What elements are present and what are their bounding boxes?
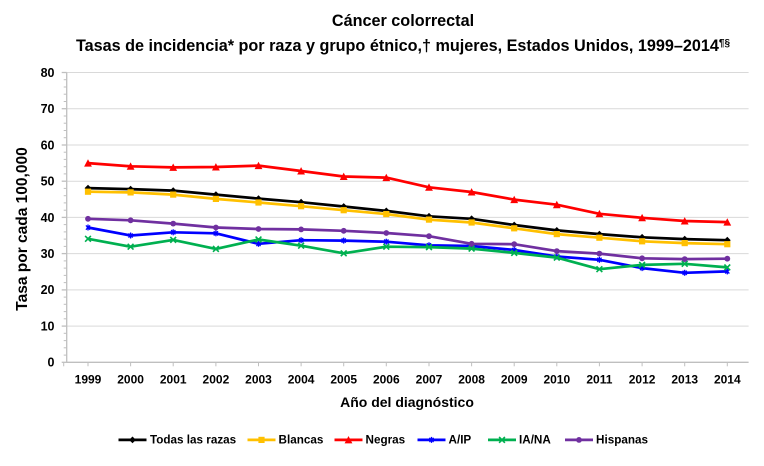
svg-text:1999: 1999 bbox=[75, 373, 102, 387]
svg-text:70: 70 bbox=[41, 102, 55, 116]
svg-text:Cáncer colorrectal: Cáncer colorrectal bbox=[332, 12, 474, 30]
svg-text:2003: 2003 bbox=[245, 373, 272, 387]
svg-text:Negras: Negras bbox=[366, 433, 406, 446]
svg-text:2011: 2011 bbox=[586, 373, 612, 387]
svg-text:Tasas de incidencia* por raza: Tasas de incidencia* por raza y grupo ét… bbox=[76, 37, 731, 55]
svg-text:2002: 2002 bbox=[203, 373, 230, 387]
svg-text:2013: 2013 bbox=[671, 373, 698, 387]
svg-text:2006: 2006 bbox=[373, 373, 400, 387]
svg-text:2000: 2000 bbox=[117, 373, 144, 387]
svg-text:2007: 2007 bbox=[416, 373, 443, 387]
svg-text:Todas las razas: Todas las razas bbox=[150, 433, 237, 446]
svg-text:20: 20 bbox=[41, 283, 55, 297]
svg-text:IA/NA: IA/NA bbox=[519, 433, 551, 446]
svg-text:Año del diagnóstico: Año del diagnóstico bbox=[340, 394, 474, 410]
svg-text:Hispanas: Hispanas bbox=[596, 433, 648, 446]
svg-text:2005: 2005 bbox=[330, 373, 357, 387]
svg-text:2004: 2004 bbox=[288, 373, 315, 387]
svg-text:40: 40 bbox=[41, 211, 55, 225]
svg-text:60: 60 bbox=[41, 138, 55, 152]
svg-text:10: 10 bbox=[41, 320, 55, 334]
svg-text:30: 30 bbox=[41, 247, 55, 261]
svg-text:2010: 2010 bbox=[543, 373, 570, 387]
svg-text:2012: 2012 bbox=[629, 373, 656, 387]
svg-text:Tasa por cada 100,000: Tasa por cada 100,000 bbox=[14, 147, 31, 310]
svg-text:0: 0 bbox=[48, 356, 55, 370]
svg-text:2001: 2001 bbox=[160, 373, 187, 387]
svg-text:2009: 2009 bbox=[501, 373, 528, 387]
svg-text:2014: 2014 bbox=[714, 373, 741, 387]
svg-text:80: 80 bbox=[41, 66, 55, 80]
svg-text:2008: 2008 bbox=[458, 373, 485, 387]
svg-text:A/IP: A/IP bbox=[449, 433, 472, 446]
svg-text:50: 50 bbox=[41, 175, 55, 189]
svg-text:Blancas: Blancas bbox=[279, 433, 324, 446]
